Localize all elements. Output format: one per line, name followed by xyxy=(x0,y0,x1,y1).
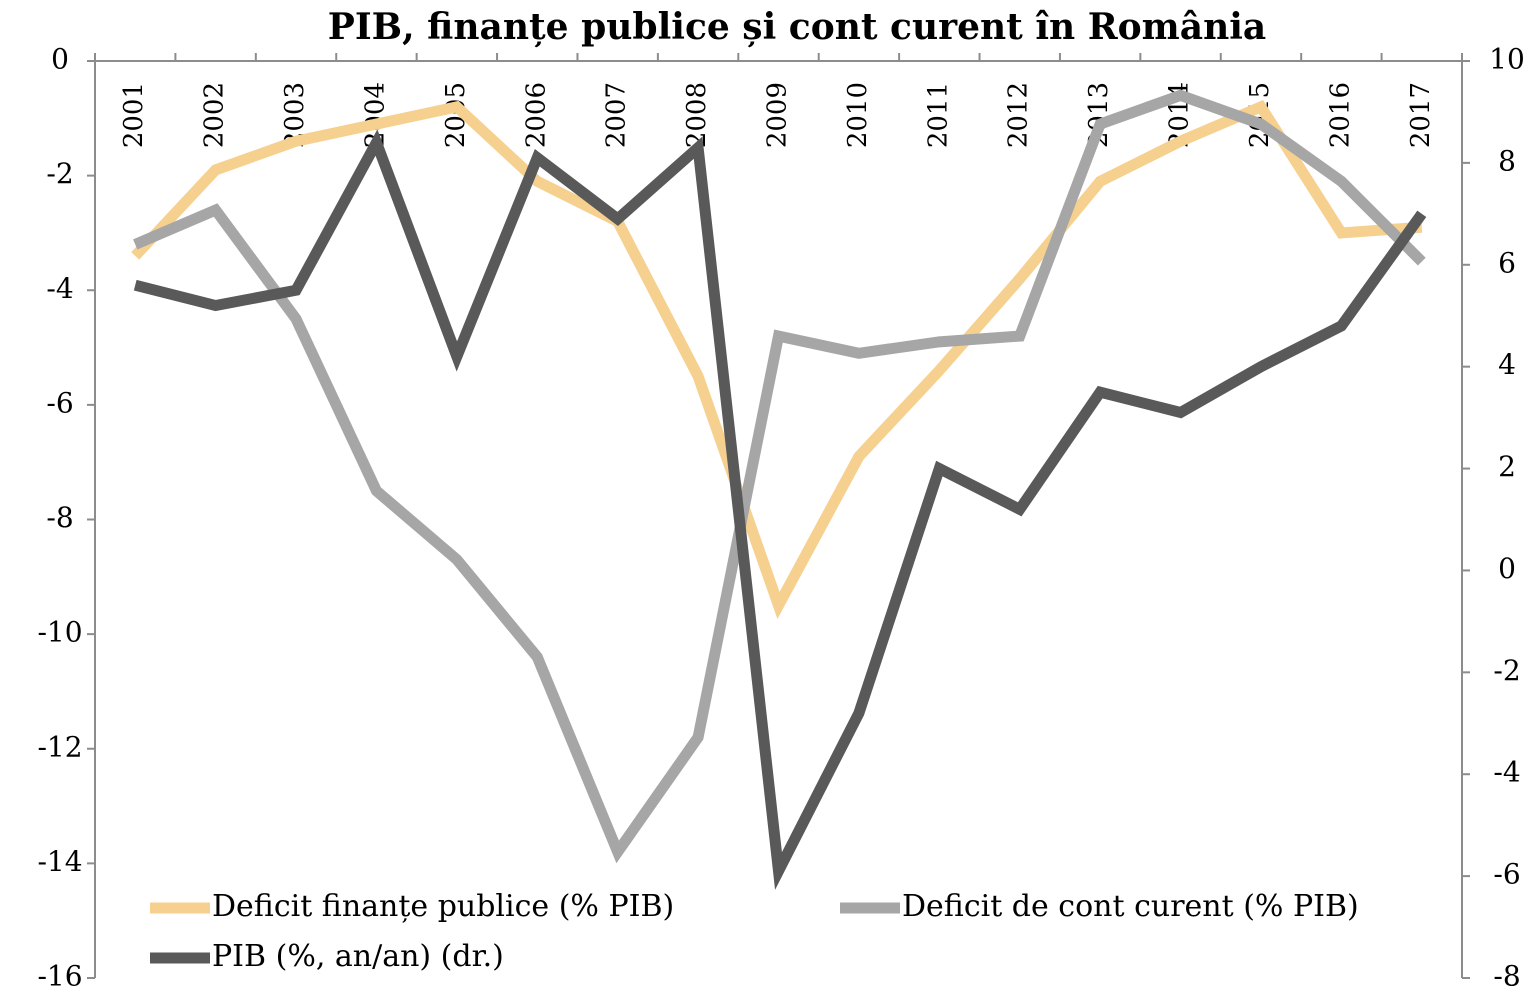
x-tick-label: 2011 xyxy=(923,82,953,148)
series-line xyxy=(131,99,1423,620)
legend-label: Deficit finanțe publice (% PIB) xyxy=(212,889,674,924)
x-tick-label: 2002 xyxy=(200,82,230,148)
y2-tick-label: 0 xyxy=(1498,552,1516,585)
y2-tick-label: -6 xyxy=(1493,858,1520,891)
y2-tick-label: 10 xyxy=(1489,43,1525,76)
y-tick-label: -10 xyxy=(37,616,82,649)
x-tick-label: 2006 xyxy=(521,82,551,148)
y-tick-label: -14 xyxy=(37,845,82,878)
y2-tick-label: -4 xyxy=(1493,756,1520,789)
legend-label: PIB (%, an/an) (dr.) xyxy=(212,939,504,974)
y2-tick-label: 8 xyxy=(1498,144,1516,177)
y2-tick-label: -2 xyxy=(1493,654,1520,687)
y-tick-label: -6 xyxy=(46,386,73,419)
y2-tick-label: 4 xyxy=(1498,348,1516,381)
y2-tick-label: 2 xyxy=(1498,450,1516,483)
series-line xyxy=(133,129,1427,890)
y-tick-label: -16 xyxy=(37,960,82,993)
y-tick-label: -12 xyxy=(37,730,82,763)
y-tick-label: 0 xyxy=(51,43,69,76)
x-tick-label: 2012 xyxy=(1004,82,1034,148)
y2-tick-label: 6 xyxy=(1498,246,1516,279)
y2-tick-label: -8 xyxy=(1493,960,1520,993)
y-tick-label: -8 xyxy=(46,501,73,534)
legend-label: Deficit de cont curent (% PIB) xyxy=(902,889,1359,924)
x-tick-label: 2008 xyxy=(682,82,712,148)
series-line xyxy=(133,89,1426,864)
x-tick-label: 2017 xyxy=(1406,82,1436,148)
y-tick-label: -4 xyxy=(46,272,73,305)
chart-title: PIB, finanțe publice și cont curent în R… xyxy=(328,6,1267,48)
x-tick-label: 2009 xyxy=(763,82,793,148)
x-tick-label: 2007 xyxy=(602,82,632,148)
x-tick-label: 2010 xyxy=(843,82,873,148)
x-tick-label: 2016 xyxy=(1325,82,1355,148)
y-tick-label: -2 xyxy=(46,157,73,190)
x-tick-label: 2001 xyxy=(119,82,149,148)
